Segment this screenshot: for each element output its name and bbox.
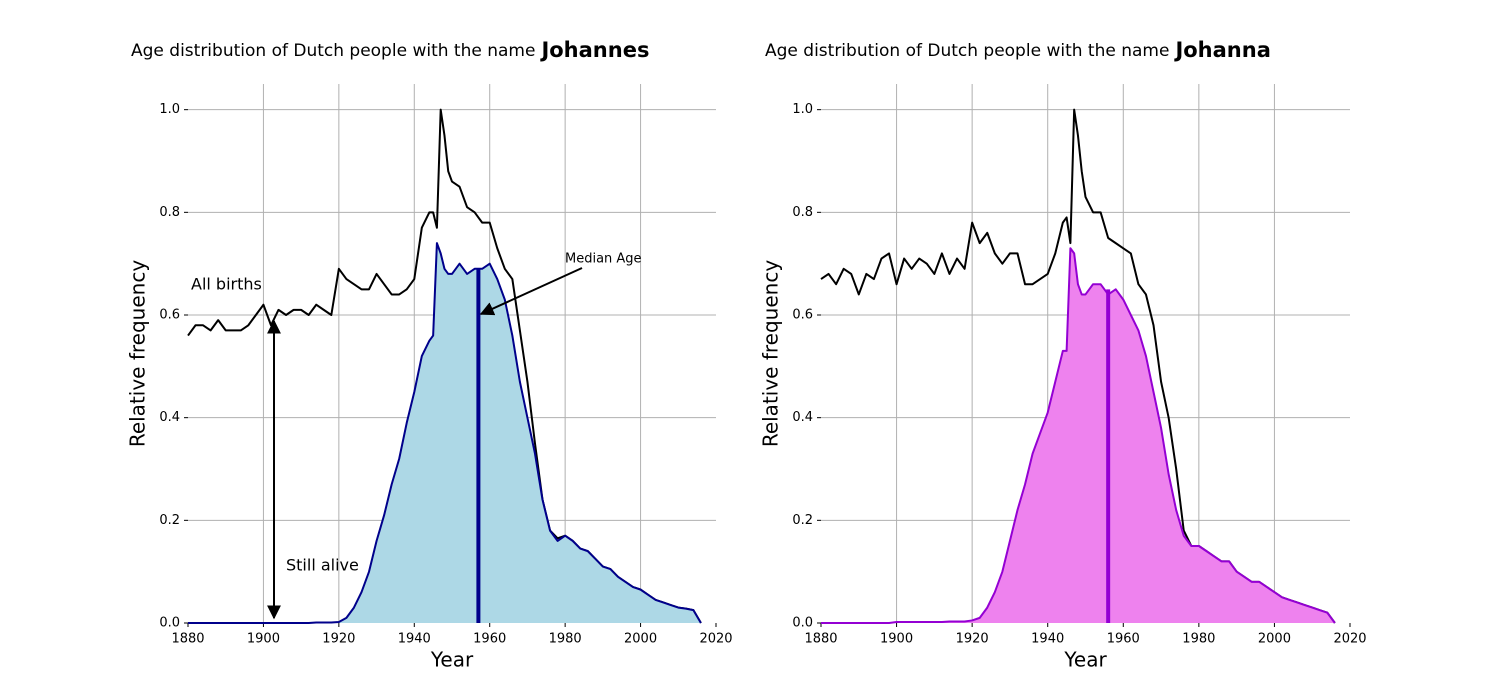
- annotation: Still alive: [286, 556, 359, 575]
- x-tick-label: 1900: [880, 632, 913, 647]
- y-tick-label: 0.2: [159, 513, 180, 528]
- y-tick-label: 0.6: [792, 308, 813, 323]
- x-tick-label: 2020: [699, 632, 732, 647]
- y-tick-label: 0.8: [792, 205, 813, 220]
- y-tick-label: 1.0: [159, 102, 180, 117]
- x-tick-label: 1920: [956, 632, 989, 647]
- x-tick-label: 1980: [1182, 632, 1215, 647]
- x-tick-label: 1880: [804, 632, 837, 647]
- y-tick-label: 0.4: [159, 410, 180, 425]
- x-tick-label: 1940: [1031, 632, 1064, 647]
- x-tick-label: 1880: [171, 632, 204, 647]
- y-axis-label: Relative frequency: [759, 260, 783, 447]
- y-tick-label: 0.6: [159, 308, 180, 323]
- y-tick-label: 0.0: [792, 616, 813, 631]
- y-tick-label: 0.8: [159, 205, 180, 220]
- area: [188, 243, 701, 623]
- annotation: Median Age: [565, 252, 642, 267]
- x-axis-label: Year: [1063, 648, 1107, 672]
- title-text: Age distribution of Dutch people with th…: [765, 41, 1169, 61]
- x-tick-label: 1900: [247, 632, 280, 647]
- subplot: Age distribution of Dutch people with th…: [126, 38, 733, 672]
- chart-title: Age distribution of Dutch people with th…: [765, 38, 1271, 62]
- annotation: All births: [191, 275, 262, 294]
- y-tick-label: 0.0: [159, 616, 180, 631]
- x-tick-label: 2020: [1333, 632, 1366, 647]
- title-name: Johannes: [539, 38, 649, 62]
- chart-title: Age distribution of Dutch people with th…: [131, 38, 649, 62]
- x-tick-label: 1980: [549, 632, 582, 647]
- y-tick-label: 0.4: [792, 410, 813, 425]
- x-tick-label: 1920: [322, 632, 355, 647]
- x-tick-label: 1960: [473, 632, 506, 647]
- y-axis-label: Relative frequency: [126, 260, 150, 447]
- area: [821, 248, 1335, 623]
- title-text: Age distribution of Dutch people with th…: [131, 41, 535, 61]
- x-tick-label: 2000: [1258, 632, 1291, 647]
- x-tick-label: 1940: [398, 632, 431, 647]
- line: [821, 247, 1336, 624]
- x-axis-label: Year: [430, 648, 474, 672]
- y-tick-label: 0.2: [792, 513, 813, 528]
- y-tick-label: 1.0: [792, 102, 813, 117]
- x-tick-label: 2000: [624, 632, 657, 647]
- title-name: Johanna: [1173, 38, 1270, 62]
- x-tick-label: 1960: [1107, 632, 1140, 647]
- arrow: [479, 267, 583, 316]
- subplot: Age distribution of Dutch people with th…: [759, 38, 1367, 672]
- line: [188, 242, 702, 624]
